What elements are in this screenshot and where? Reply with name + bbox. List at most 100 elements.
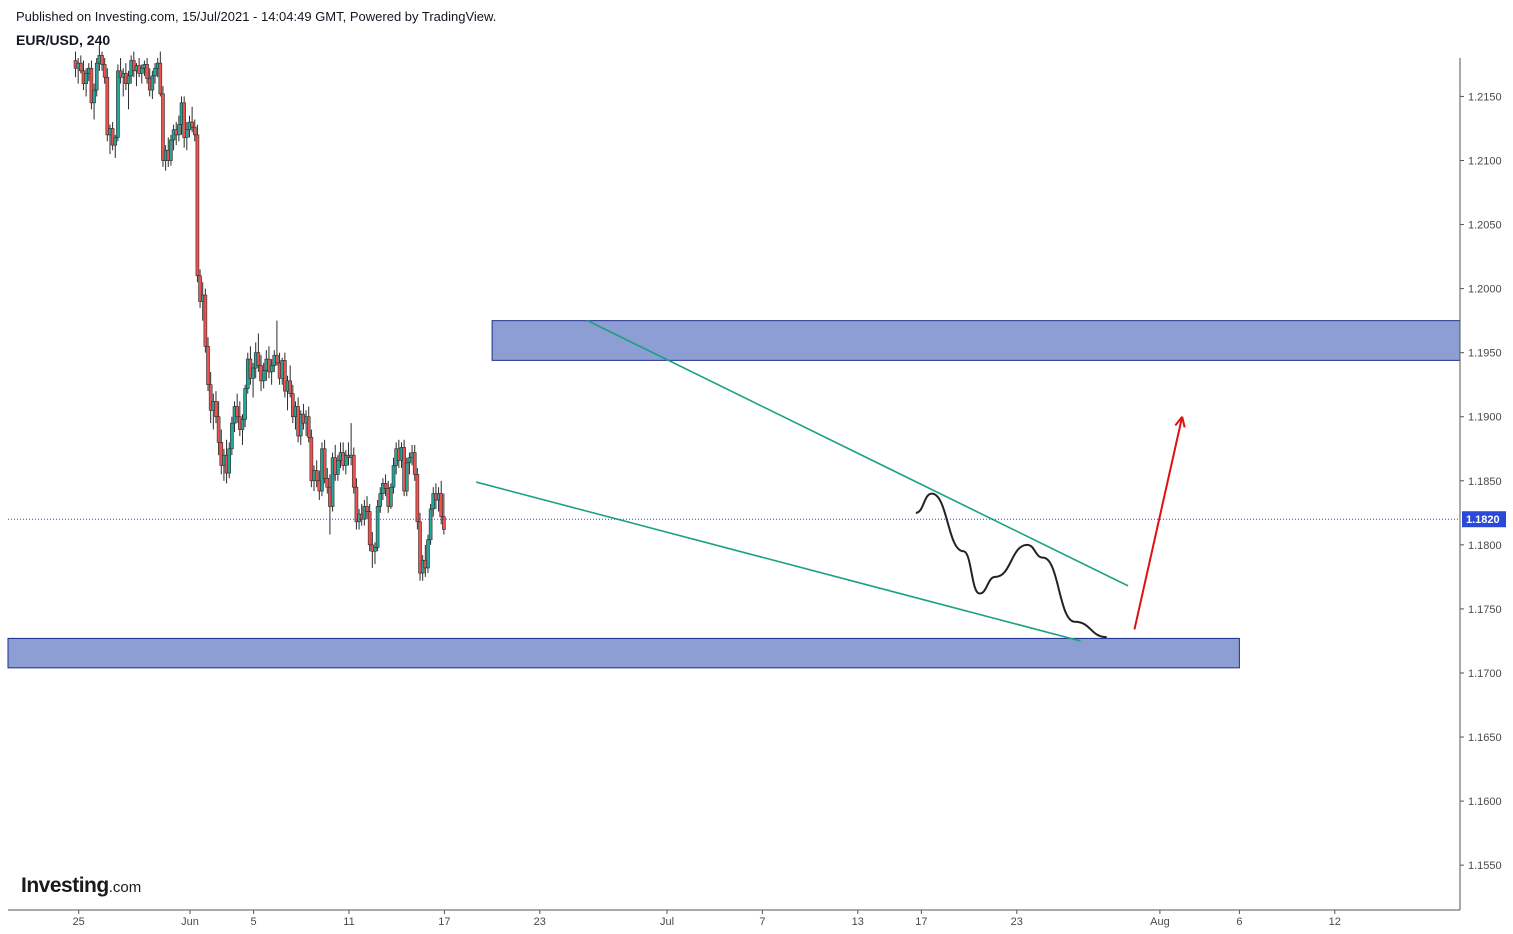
candle xyxy=(426,534,430,574)
candle xyxy=(208,371,213,424)
candle xyxy=(230,416,234,456)
candle-body xyxy=(418,521,422,574)
candle-body xyxy=(344,454,348,466)
x-tick-label: 23 xyxy=(1011,916,1023,928)
candle xyxy=(227,442,232,479)
candle-body xyxy=(79,62,83,72)
y-tick-label: 1.2100 xyxy=(1468,155,1502,167)
candle xyxy=(412,444,417,481)
candle xyxy=(288,365,292,398)
candle xyxy=(442,493,446,535)
x-tick-label: 12 xyxy=(1329,916,1341,928)
candle xyxy=(177,115,181,142)
candle-body xyxy=(110,128,115,146)
candle-body xyxy=(412,452,417,475)
candle-body xyxy=(275,354,279,364)
published-note: Published on Investing.com, 15/Jul/2021 … xyxy=(16,9,497,24)
candle-body xyxy=(251,367,255,379)
candle xyxy=(389,483,393,509)
candle xyxy=(195,124,200,283)
candle xyxy=(367,503,372,552)
y-tick-label: 1.2150 xyxy=(1468,91,1502,103)
candle-body xyxy=(428,508,433,541)
x-tick-label: 23 xyxy=(534,916,546,928)
candle-body xyxy=(94,62,99,91)
candle xyxy=(261,362,266,389)
candle xyxy=(137,58,141,78)
candle-body xyxy=(240,418,245,430)
candle xyxy=(94,58,99,97)
candle-body xyxy=(185,129,189,138)
candle-body xyxy=(182,102,186,138)
y-tick-label: 1.1800 xyxy=(1468,540,1502,552)
candle xyxy=(150,70,155,99)
candle xyxy=(362,500,367,526)
candle-body xyxy=(150,75,155,91)
candle-body xyxy=(192,126,197,136)
x-tick-label: Aug xyxy=(1150,916,1170,928)
candle-body xyxy=(153,67,157,77)
candle-body xyxy=(190,121,194,128)
candle xyxy=(251,362,255,398)
zone-1 xyxy=(491,320,1461,361)
candle xyxy=(92,83,96,120)
candle xyxy=(415,467,420,530)
last-price-tag-bg xyxy=(1462,511,1506,528)
candle xyxy=(206,337,210,392)
candles-layer xyxy=(73,45,446,581)
y-tick-label: 1.1600 xyxy=(1468,796,1502,808)
candle-body xyxy=(158,62,163,95)
wedge-line-1 xyxy=(587,319,1129,587)
candle xyxy=(190,106,194,133)
candle-body xyxy=(314,470,319,482)
candle xyxy=(89,60,94,110)
candle xyxy=(240,414,245,445)
y-tick-label: 1.2050 xyxy=(1468,220,1502,232)
y-tick-label: 1.1700 xyxy=(1468,668,1502,680)
candle xyxy=(309,429,314,488)
candle xyxy=(325,467,330,494)
candle xyxy=(126,70,131,110)
candle-body xyxy=(383,483,388,489)
candle-body xyxy=(325,477,330,488)
logo-main: Investing xyxy=(21,874,109,897)
candle-body xyxy=(426,539,430,569)
candle-body xyxy=(206,345,210,386)
candle-body xyxy=(227,448,232,474)
candle xyxy=(145,58,149,84)
candle xyxy=(110,122,115,151)
candle xyxy=(275,320,279,366)
logo-suffix: .com xyxy=(108,879,142,896)
candle xyxy=(256,333,261,372)
arrow-shaft xyxy=(1133,416,1184,630)
candle xyxy=(391,457,396,494)
candle-body xyxy=(439,493,444,517)
candle xyxy=(182,96,186,148)
x-tick-label: 11 xyxy=(343,916,354,928)
last-price-tag: 1.1820 xyxy=(1462,511,1506,528)
x-tick-label: 5 xyxy=(251,916,257,928)
candle xyxy=(428,503,433,545)
candle-body xyxy=(102,64,107,78)
candle-body xyxy=(362,506,367,520)
candle-body xyxy=(256,352,261,366)
candle xyxy=(203,288,208,353)
candle xyxy=(373,542,377,565)
zone-2 xyxy=(7,637,1240,669)
candle xyxy=(113,134,118,158)
x-tick-label: 25 xyxy=(73,916,85,928)
x-tick-label: 13 xyxy=(852,916,864,928)
candle xyxy=(139,64,144,84)
wedge-line-2 xyxy=(475,481,1081,642)
x-tick-label: 17 xyxy=(915,916,927,928)
candle-body xyxy=(84,73,88,84)
candle-body xyxy=(330,457,335,507)
candle xyxy=(116,64,120,142)
x-tick-label: Jul xyxy=(660,916,674,928)
candle-body xyxy=(105,76,110,136)
candle xyxy=(314,460,319,488)
candle-body xyxy=(195,134,200,277)
candle-body xyxy=(365,506,369,512)
candle-body xyxy=(243,388,247,420)
candle-body xyxy=(404,462,409,492)
